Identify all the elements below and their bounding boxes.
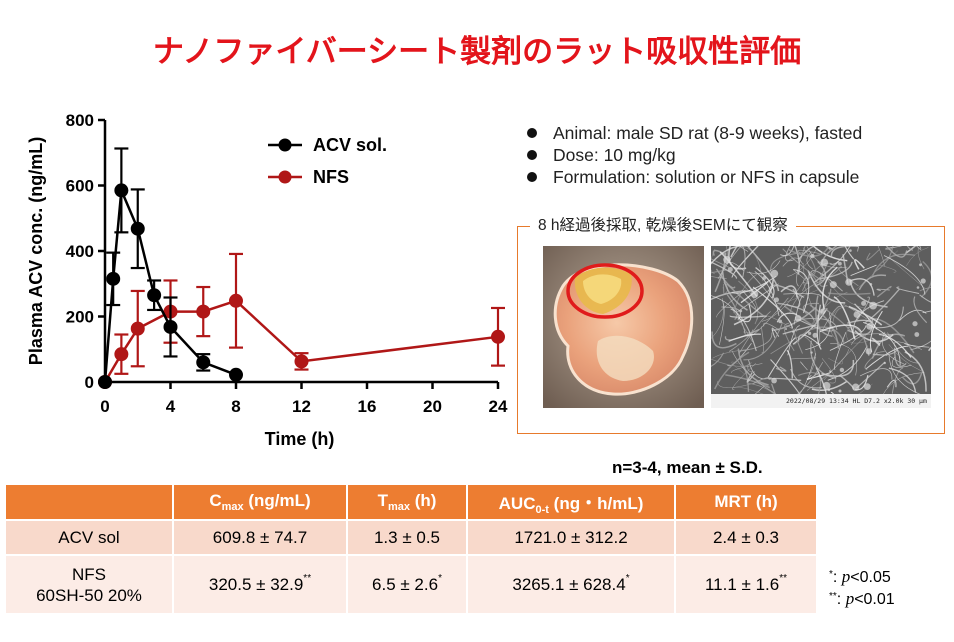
significance-mark: ** [779,572,788,584]
data-point [229,367,243,382]
table-header-cmax: Cmax (ng/mL) [174,485,348,519]
y-tick-label: 800 [66,111,94,130]
y-tick-label: 400 [66,242,94,261]
legend-item: NFS [268,167,349,187]
significance-mark: ** [303,572,312,584]
stats-note: n=3-4, mean ± S.D. [612,458,763,477]
table-row: ACV sol 609.8 ± 74.7 1.3 ± 0.5 1721.0 ± … [6,519,816,554]
x-tick-label: 20 [423,397,442,416]
series-acv-sol- [98,147,243,389]
cell-cmax: 320.5 ± 32.9** [174,554,348,613]
table-header-auc: AUC0-t (ng・h/mL) [468,485,676,519]
cell-cmax: 609.8 ± 74.7 [174,519,348,554]
data-point [114,347,129,362]
pk-line-chart: 0 200 400 600 800 0 4 8 12 16 20 24 Time (h) Plasma A… [26,111,508,449]
experiment-conditions: Animal: male SD rat (8-9 weeks), fasted … [523,122,862,188]
significance-legend: *: p<0.05 **: p<0.01 [829,566,895,610]
table-header-row: Cmax (ng/mL) Tmax (h) AUC0-t (ng・h/mL) M… [6,485,816,519]
condition-item: Animal: male SD rat (8-9 weeks), fasted [523,122,862,144]
series-nfs [98,252,505,389]
cell-mrt: 11.1 ± 1.6** [676,554,816,613]
condition-formulation: Formulation: solution or NFS in capsule [553,167,860,187]
cell-tmax: 1.3 ± 0.5 [348,519,468,554]
bullet-icon [527,128,537,138]
sem-photo: 2022/08/29 13:34 HL D7.2 x2.0k 30 μm [711,246,931,408]
cell-auc: 1721.0 ± 312.2 [468,519,676,554]
data-point [196,355,211,370]
data-point [114,183,129,198]
condition-item: Formulation: solution or NFS in capsule [523,166,862,188]
significance-05: *: p<0.05 [829,567,891,586]
y-axis-label: Plasma ACV conc. (ng/mL) [26,137,46,365]
y-tick-label: 200 [66,308,94,327]
x-tick-label: 24 [489,397,508,416]
data-point [229,293,243,308]
x-axis-label: Time (h) [265,429,335,449]
bullet-icon [527,150,537,160]
condition-dose: Dose: 10 mg/kg [553,145,676,165]
x-tick-label: 0 [100,397,109,416]
legend-label: NFS [313,167,349,187]
data-point [491,329,505,344]
sem-image [711,246,931,408]
data-point [147,288,162,303]
data-point [294,354,309,369]
x-tick-label: 8 [231,397,240,416]
table-header-mrt: MRT (h) [676,485,816,519]
x-tick-label: 16 [358,397,377,416]
y-tick-label: 0 [85,373,94,392]
condition-item: Dose: 10 mg/kg [523,144,862,166]
row-label: NFS 60SH-50 20% [6,554,174,613]
photo-caption: 8 h経過後採取, 乾燥後SEMにて観察 [530,213,796,235]
sem-info-bar: 2022/08/29 13:34 HL D7.2 x2.0k 30 μm [711,394,931,408]
data-point [196,304,211,319]
significance-01: **: p<0.01 [829,589,895,608]
page-title: ナノファイバーシート製剤のラット吸収性評価 [152,34,802,70]
legend-swatch-marker [278,138,292,152]
significance-mark: * [438,572,442,584]
series-line [103,189,237,383]
table-row: NFS 60SH-50 20% 320.5 ± 32.9** 6.5 ± 2.6*… [6,554,816,613]
x-tick-label: 12 [292,397,311,416]
data-point [98,375,112,389]
legend-swatch-marker [278,170,292,184]
table-header-empty [6,485,174,519]
legend-label: ACV sol. [313,135,387,155]
bullet-icon [527,172,537,182]
data-point [130,321,145,336]
data-point [106,271,121,286]
cell-auc: 3265.1 ± 628.4* [468,554,676,613]
cell-tmax: 6.5 ± 2.6* [348,554,468,613]
cell-mrt: 2.4 ± 0.3 [676,519,816,554]
tissue-photo-image [543,246,704,408]
row-label: ACV sol [6,519,174,554]
legend-item: ACV sol. [268,135,387,155]
condition-animal: Animal: male SD rat (8-9 weeks), fasted [553,123,863,143]
significance-mark: * [625,572,630,584]
data-point [130,221,145,236]
pk-parameter-table: Cmax (ng/mL) Tmax (h) AUC0-t (ng・h/mL) M… [6,485,816,613]
table-header-tmax: Tmax (h) [348,485,468,519]
data-point [163,319,178,334]
tissue-photo [543,246,704,408]
x-tick-label: 4 [166,397,176,416]
y-tick-label: 600 [66,177,94,196]
